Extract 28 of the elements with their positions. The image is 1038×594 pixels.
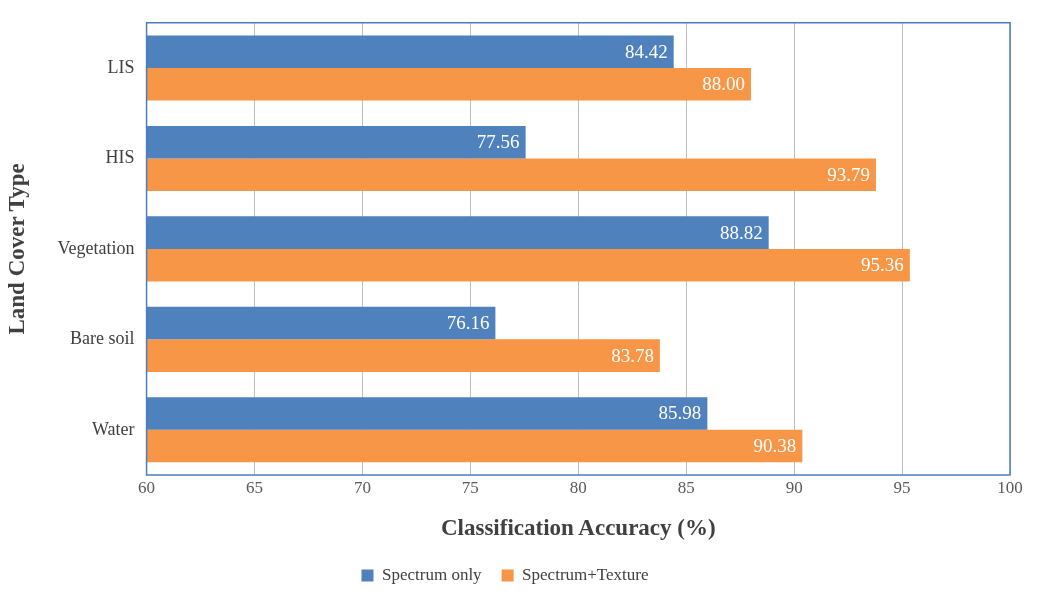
y-tick-label: LIS	[107, 56, 135, 77]
x-tick-label: 70	[353, 477, 371, 497]
x-tick-label: 75	[461, 477, 479, 497]
data-label: 84.42	[624, 40, 668, 62]
data-label: 83.78	[611, 344, 654, 366]
data-label: 93.79	[827, 163, 870, 185]
data-label: 85.98	[658, 402, 702, 424]
y-tick-label: HIS	[105, 147, 135, 168]
legend-label: Spectrum+Texture	[522, 564, 649, 584]
y-axis-title: Land Cover Type	[3, 163, 29, 335]
x-tick-label: 90	[785, 477, 803, 497]
data-label: 88.82	[719, 221, 763, 243]
legend-label: Spectrum only	[381, 564, 483, 584]
x-tick-label: 85	[677, 477, 695, 497]
data-label: 77.56	[476, 131, 520, 153]
x-tick-label: 60	[138, 477, 156, 497]
data-label: 76.16	[446, 312, 490, 334]
y-tick-label: Water	[92, 418, 135, 439]
x-tick-label: 95	[893, 477, 911, 497]
x-axis-title: Classification Accuracy (%)	[440, 515, 716, 541]
x-tick-label: 80	[569, 477, 587, 497]
data-label: 90.38	[753, 435, 797, 457]
y-tick-label: Vegetation	[57, 237, 135, 258]
y-tick-label: Bare soil	[70, 328, 135, 349]
data-label: 88.00	[702, 73, 745, 95]
x-tick-label: 65	[246, 477, 263, 497]
data-label: 95.36	[861, 254, 904, 276]
x-tick-label: 100	[997, 477, 1023, 497]
